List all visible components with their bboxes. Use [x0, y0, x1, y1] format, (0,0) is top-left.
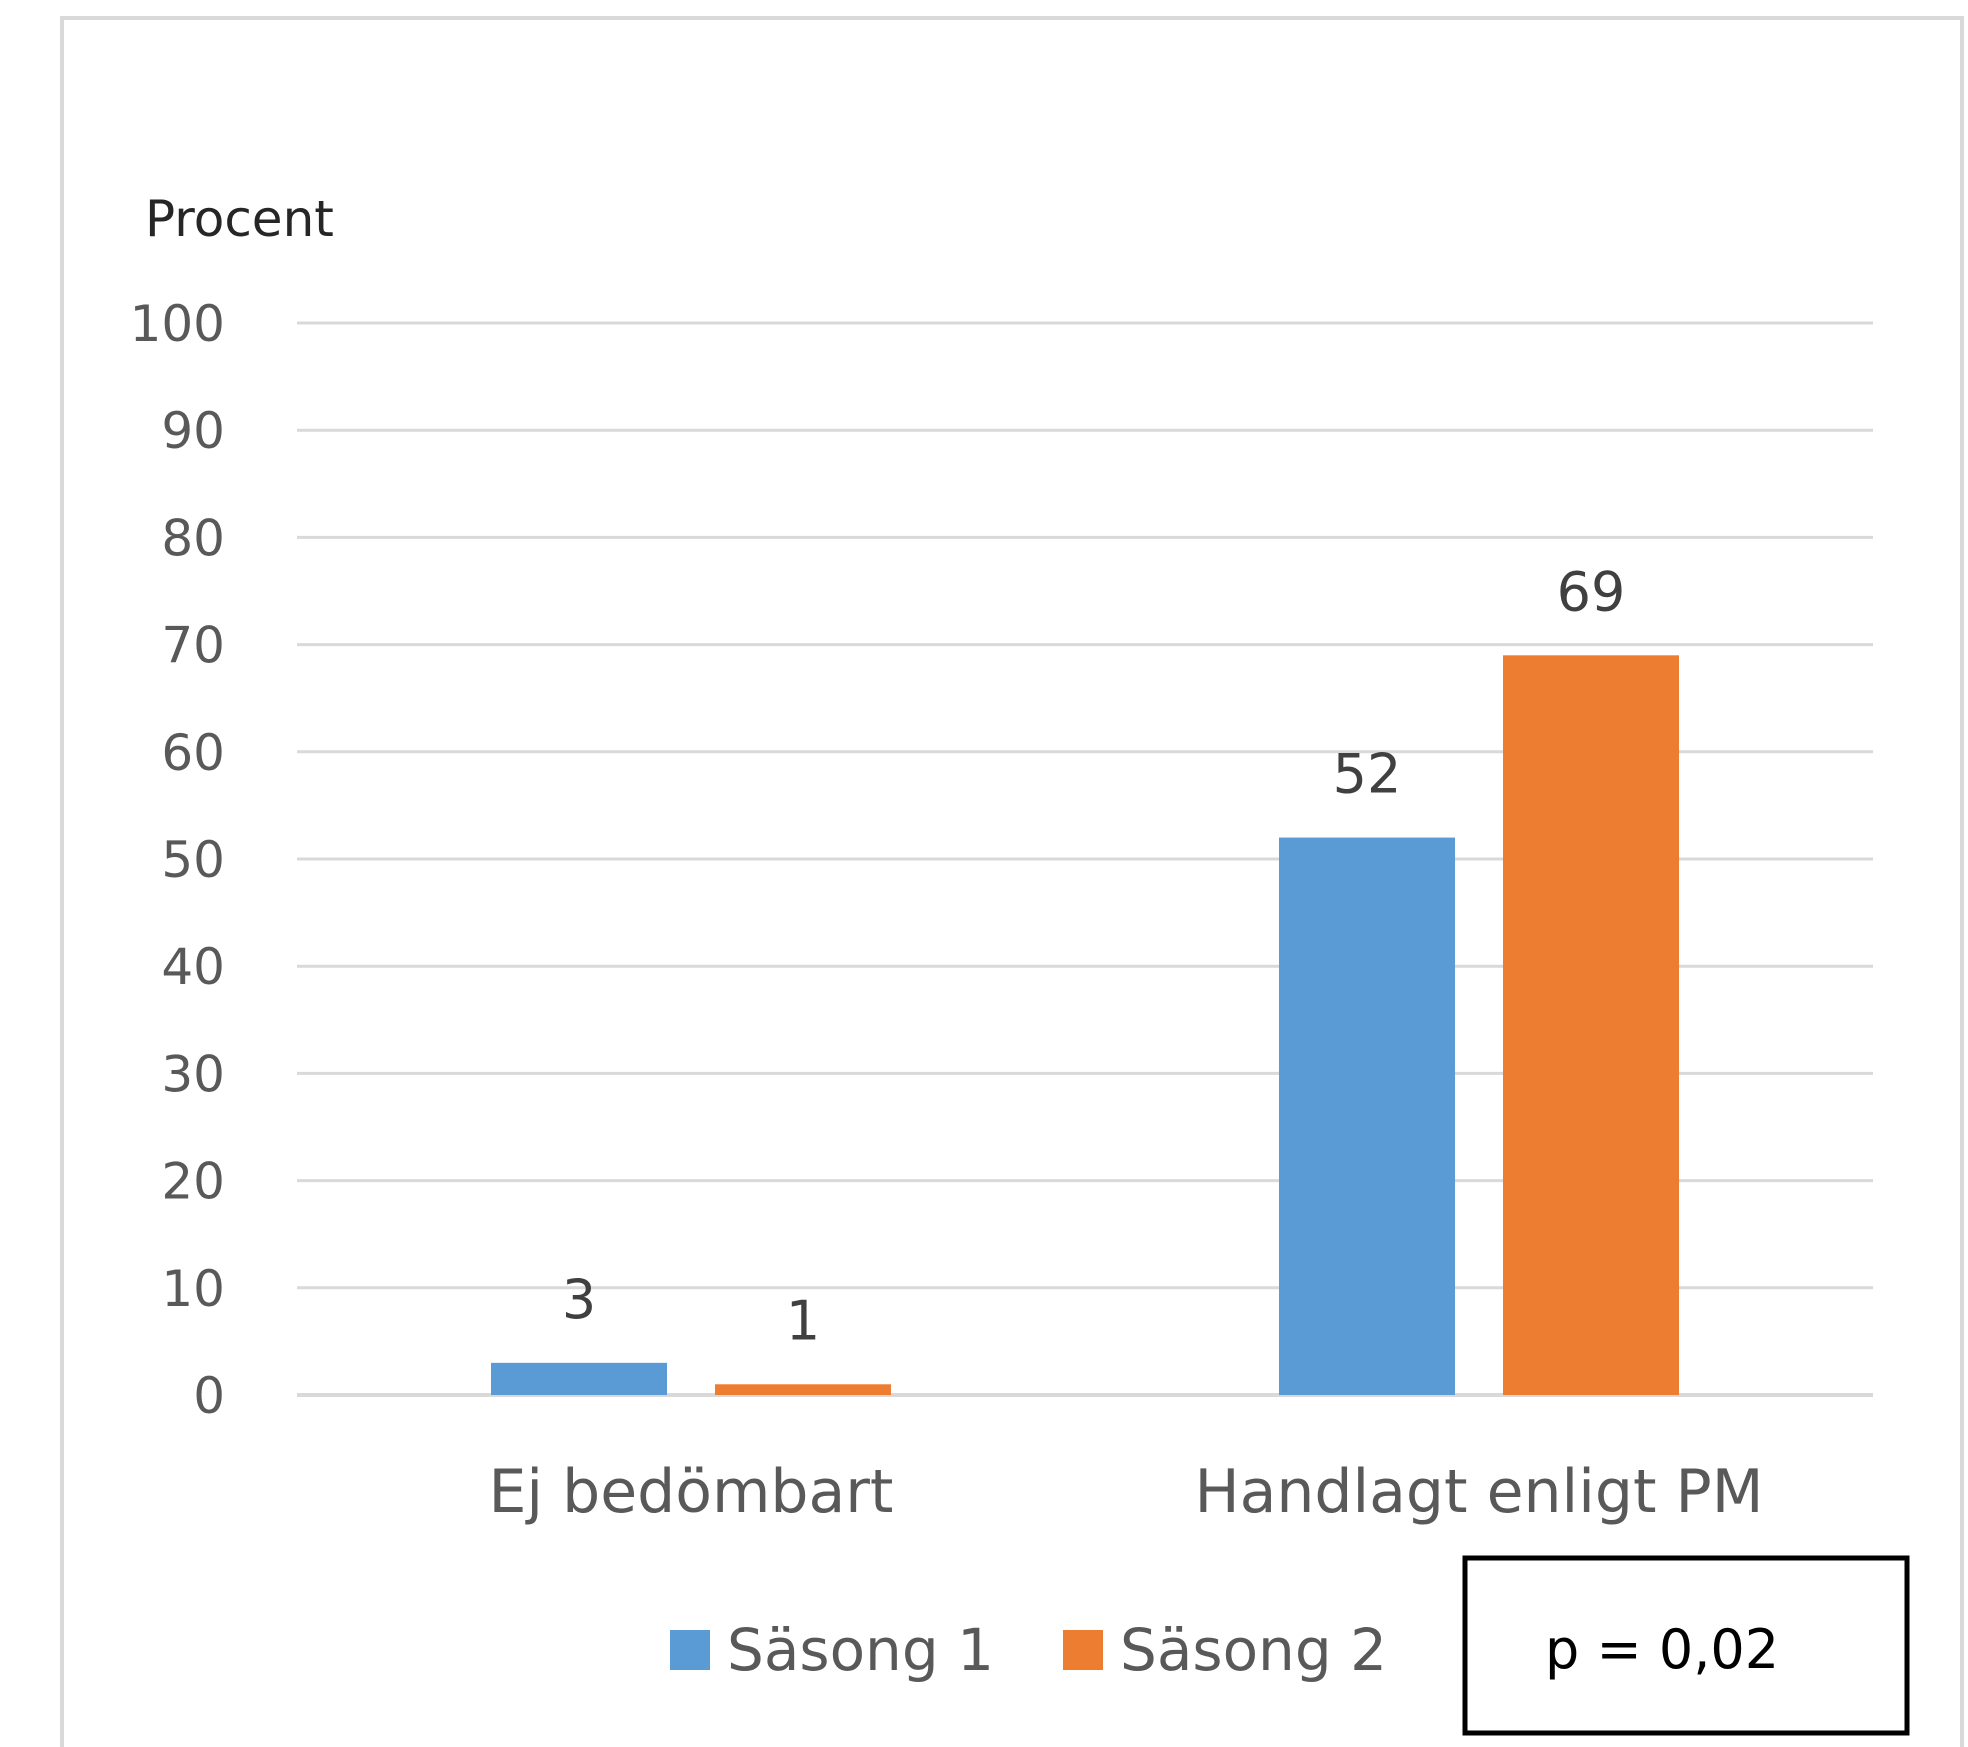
- x-category-label: Ej bedömbart: [489, 1457, 894, 1527]
- bar-2-2: [1503, 655, 1679, 1395]
- bar-1-2: [1279, 837, 1455, 1395]
- y-tick-label: 30: [161, 1045, 225, 1103]
- y-tick-label: 10: [161, 1260, 225, 1318]
- bar-2-1: [715, 1384, 891, 1395]
- y-tick-label: 0: [193, 1367, 225, 1425]
- y-tick-label: 20: [161, 1153, 225, 1211]
- legend-swatch: [670, 1630, 710, 1670]
- legend-label: Säsong 2: [1120, 1616, 1387, 1684]
- gridlines: [297, 321, 1873, 1397]
- data-label: 69: [1557, 560, 1626, 623]
- y-tick-label: 70: [161, 617, 225, 675]
- bar-1-1: [491, 1362, 667, 1395]
- legend-swatch: [1063, 1630, 1103, 1670]
- x-category-label: Handlagt enligt PM: [1194, 1457, 1763, 1527]
- p-value-box-border: [1462, 1555, 1910, 1736]
- y-tick-label: 60: [161, 724, 225, 782]
- data-label: 1: [786, 1289, 820, 1352]
- y-tick-label: 90: [161, 402, 225, 460]
- legend: Säsong 1 Säsong 2: [670, 1616, 1387, 1684]
- y-tick-label: 50: [161, 831, 225, 889]
- y-axis-label: Procent: [145, 190, 334, 248]
- data-label: 52: [1333, 743, 1402, 806]
- y-axis-ticks: 0 10 20 30 40 50 60 70 80 90 100: [130, 295, 225, 1425]
- x-axis-categories: Ej bedömbart Handlagt enligt PM: [489, 1457, 1764, 1527]
- y-tick-label: 80: [161, 509, 225, 567]
- bars: [491, 655, 1679, 1395]
- p-value-text: p = 0,02: [1545, 1618, 1779, 1681]
- y-tick-label: 40: [161, 938, 225, 996]
- p-value-box: p = 0,02: [1462, 1555, 1910, 1736]
- legend-label: Säsong 1: [727, 1616, 994, 1684]
- y-tick-label: 100: [130, 295, 225, 353]
- data-label: 3: [562, 1268, 596, 1331]
- data-labels: 3 1 52 69: [562, 560, 1626, 1352]
